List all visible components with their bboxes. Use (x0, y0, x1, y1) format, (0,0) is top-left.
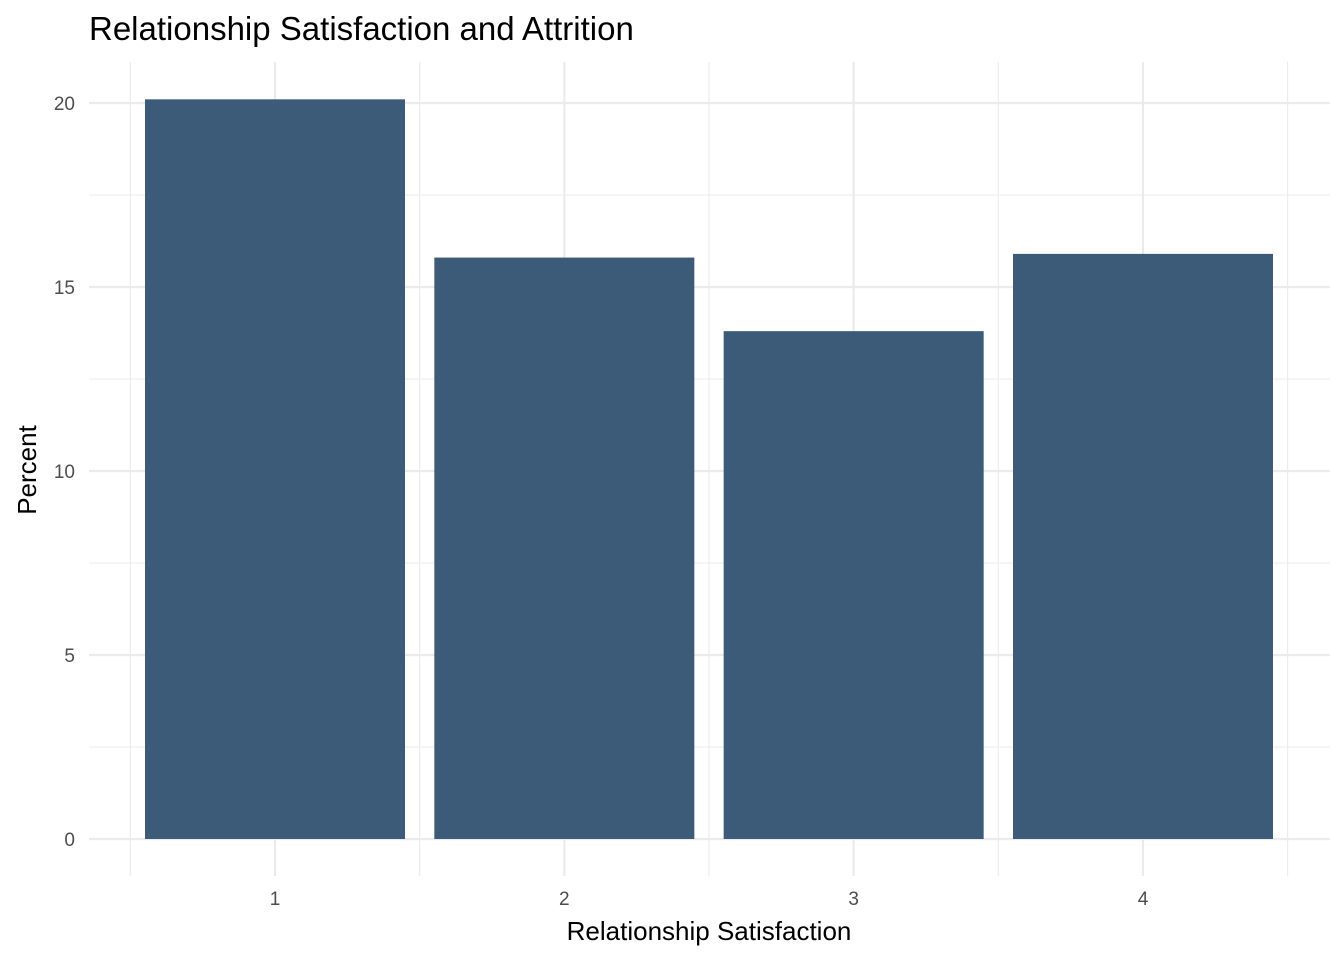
x-axis-title: Relationship Satisfaction (567, 916, 852, 946)
bar-2 (434, 257, 695, 839)
bar-3 (723, 331, 984, 839)
y-tick-label: 15 (54, 278, 75, 299)
y-tick-label: 5 (64, 646, 75, 667)
chart-title: Relationship Satisfaction and Attrition (89, 10, 634, 47)
x-tick-label: 4 (1138, 889, 1149, 910)
y-tick-label: 0 (64, 830, 75, 851)
x-tick-label: 3 (848, 889, 859, 910)
y-axis-title: Percent (12, 424, 42, 514)
y-tick-labels: 0 5 10 15 20 (54, 94, 75, 851)
y-tick-label: 20 (54, 94, 75, 115)
bar-4 (1012, 253, 1273, 839)
bar-1 (145, 99, 405, 839)
bars (145, 99, 1273, 839)
x-tick-labels: 1 2 3 4 (270, 889, 1149, 910)
y-tick-label: 10 (54, 462, 75, 483)
x-tick-label: 2 (559, 889, 570, 910)
x-tick-label: 1 (270, 889, 281, 910)
